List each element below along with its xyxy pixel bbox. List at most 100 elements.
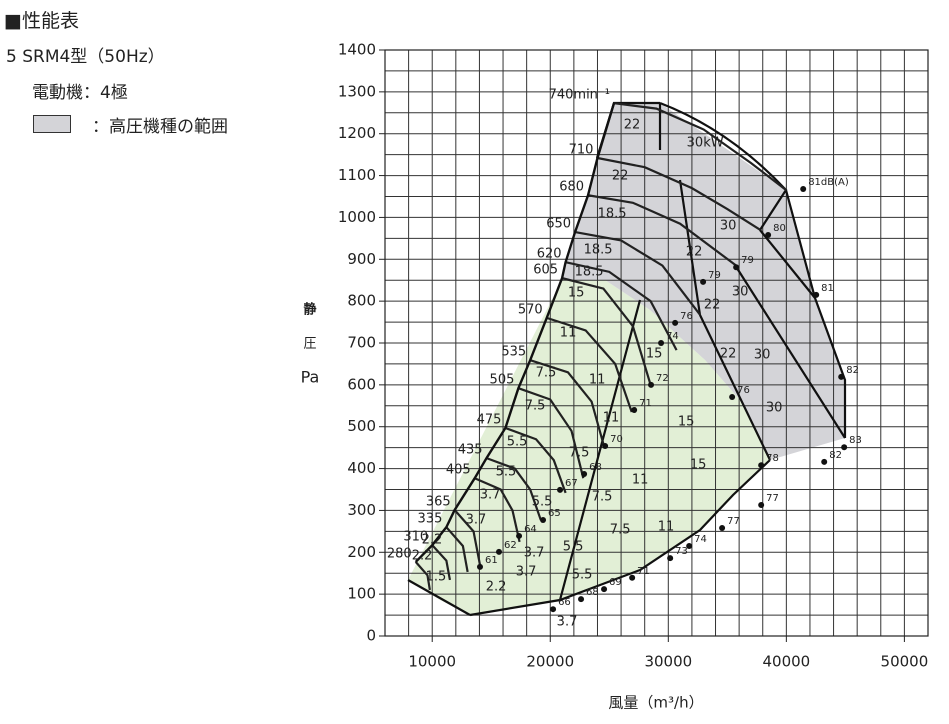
speed-label: 505 <box>490 373 515 388</box>
speed-curve <box>453 509 482 569</box>
legend-text: ：高圧機種の範囲 <box>92 117 228 137</box>
noise-point <box>601 586 608 593</box>
power-label: 22 <box>686 245 703 260</box>
noise-label: 77 <box>766 493 779 504</box>
power-label: 7.5 <box>525 399 546 414</box>
x-tick-label: 40000 <box>762 653 810 671</box>
speed-curve <box>431 544 452 581</box>
power-label: 11 <box>589 372 606 387</box>
speed-curve <box>518 387 585 479</box>
noise-point <box>550 606 557 613</box>
power-label: 7.5 <box>569 446 590 461</box>
noise-point <box>667 555 674 562</box>
motor: 電動機：4極 <box>32 83 128 103</box>
power-label: 11 <box>560 325 577 340</box>
speed-curve <box>613 102 788 192</box>
noise-label: 74 <box>666 331 679 342</box>
power-label: 18.5 <box>598 207 627 222</box>
speed-label: 605 <box>533 263 558 278</box>
y-tick-label: 400 <box>347 459 376 477</box>
x-tick-label: 20000 <box>526 653 574 671</box>
noise-point <box>719 524 726 531</box>
speed-label: 365 <box>426 495 451 510</box>
speed-curve <box>597 156 761 231</box>
x-tick-label: 50000 <box>881 653 929 671</box>
noise-point <box>516 532 523 539</box>
power-label: 3.7 <box>524 546 545 561</box>
noise-point <box>672 319 679 326</box>
noise-point <box>838 373 845 380</box>
noise-label: 79 <box>708 270 721 281</box>
noise-label: 61 <box>485 555 498 566</box>
speed-label: 680 <box>559 180 584 195</box>
y-tick-label: 1000 <box>338 208 376 226</box>
x-tick-label: 10000 <box>408 653 456 671</box>
noise-point <box>629 574 636 581</box>
noise-label: 83 <box>849 435 862 446</box>
speed-label: 280 <box>387 546 412 561</box>
noise-label: 76 <box>680 311 693 322</box>
power-label: 2.2 <box>486 580 507 595</box>
power-label: 7.5 <box>610 523 631 538</box>
power-label: 30kW <box>687 135 724 150</box>
model: 5 SRM4型（50Hz） <box>6 47 165 67</box>
speed-label: 475 <box>477 412 502 427</box>
power-label: 5.5 <box>507 435 528 450</box>
noise-label: 82 <box>846 365 859 376</box>
noise-label: 71 <box>637 566 650 577</box>
noise-point <box>602 442 609 449</box>
noise-point <box>758 462 765 469</box>
noise-point <box>658 339 665 346</box>
y-tick-label: 500 <box>347 417 376 435</box>
noise-point <box>733 264 740 271</box>
section-title: ■性能表 <box>4 10 79 32</box>
noise-point <box>578 596 585 603</box>
x-tick-label: 30000 <box>644 653 692 671</box>
envelope <box>414 102 616 563</box>
power-label: 11 <box>658 520 675 535</box>
y-tick-label: 600 <box>347 375 376 393</box>
speed-label: 740min⁻¹ <box>549 88 610 103</box>
y-tick-label: 200 <box>347 543 376 561</box>
power-label: 5.5 <box>563 539 584 554</box>
noise-point <box>800 185 807 192</box>
noise-point <box>631 406 638 413</box>
noise-label: 81dB(A) <box>808 177 849 188</box>
plot-frame <box>384 49 929 637</box>
power-label: 7.5 <box>536 366 557 381</box>
noise-point <box>813 291 820 298</box>
noise-point <box>581 470 588 477</box>
noise-point <box>758 501 765 508</box>
noise-label: 68 <box>589 462 602 473</box>
speed-curve <box>565 261 678 351</box>
power-label: 22 <box>624 117 641 132</box>
power-label: 7.5 <box>592 490 613 505</box>
noise-point <box>700 278 707 285</box>
power-label: 15 <box>646 346 663 361</box>
power-label: 18.5 <box>584 243 613 258</box>
noise-label: 81 <box>821 283 834 294</box>
power-label: 30 <box>754 348 771 363</box>
speed-curve <box>414 561 431 591</box>
y-tick-label: 300 <box>347 501 376 519</box>
speed-curve <box>486 457 542 521</box>
power-label: 30 <box>732 284 749 299</box>
speed-label: 310 <box>403 530 428 545</box>
noise-label: 68 <box>586 587 599 598</box>
speed-curve <box>505 426 567 494</box>
speed-curve <box>529 359 606 449</box>
noise-label: 80 <box>773 223 786 234</box>
noise-point <box>496 548 503 555</box>
power-label: 22 <box>720 346 737 361</box>
speed-label: 650 <box>546 217 571 232</box>
speed-curve <box>546 316 633 413</box>
speed-curve <box>474 477 521 543</box>
noise-point <box>729 393 736 400</box>
speed-label: 570 <box>518 302 543 317</box>
power-label: 22 <box>704 297 721 312</box>
noise-label: 67 <box>565 478 578 489</box>
noise-label: 79 <box>741 255 754 266</box>
power-label: 15 <box>568 286 585 301</box>
